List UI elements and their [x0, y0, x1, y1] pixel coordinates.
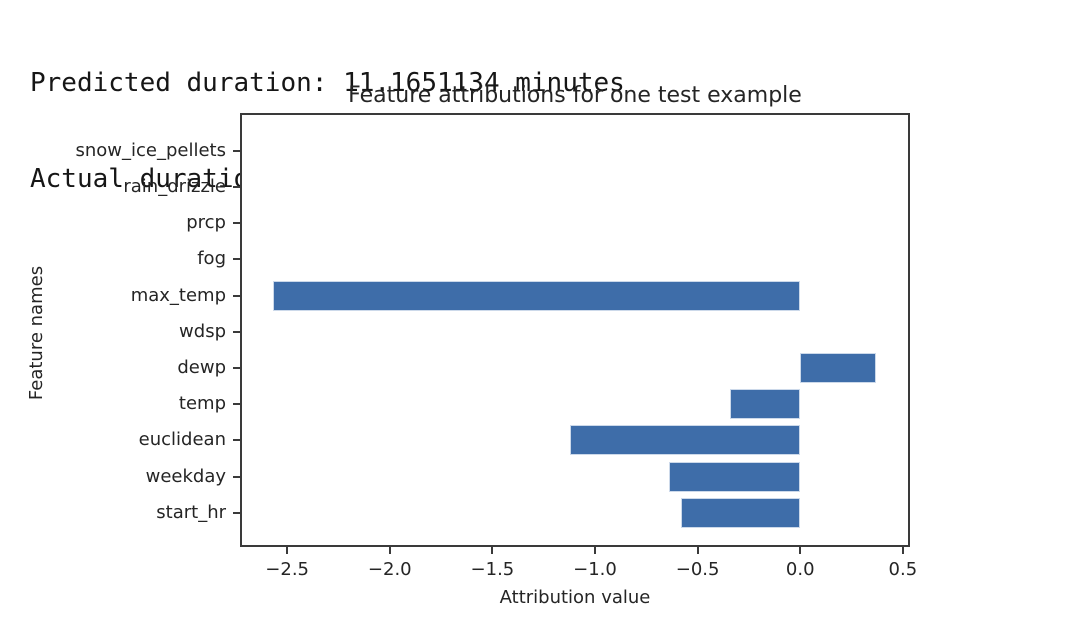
chart-title: Feature attributions for one test exampl… [348, 83, 802, 108]
y-tick-mark [233, 222, 240, 225]
y-tick-mark [233, 330, 240, 333]
y-tick-mark [233, 439, 240, 442]
bar-weekday [668, 461, 801, 492]
category-label-wdsp: wdsp [179, 320, 226, 342]
x-tick-mark [286, 547, 289, 554]
x-tick-label: 0.0 [785, 559, 815, 580]
bar-start_hr [681, 497, 801, 528]
category-label-start_hr: start_hr [156, 501, 226, 523]
x-tick-mark [388, 547, 391, 554]
y-tick-mark [233, 149, 240, 152]
x-tick-label: −2.0 [367, 559, 412, 580]
category-label-fog: fog [197, 248, 226, 270]
y-tick-mark [233, 366, 240, 369]
x-tick-mark [799, 547, 802, 554]
y-tick-mark [233, 511, 240, 514]
category-label-prcp: prcp [186, 212, 226, 234]
category-label-max_temp: max_temp [130, 284, 226, 306]
category-label-weekday: weekday [145, 465, 226, 487]
category-label-dewp: dewp [177, 356, 226, 378]
x-tick-mark [696, 547, 699, 554]
bar-dewp [800, 352, 877, 383]
y-tick-mark [233, 185, 240, 188]
x-tick-label: −0.5 [675, 559, 720, 580]
bar-temp [730, 389, 801, 420]
x-axis-label: Attribution value [499, 587, 651, 608]
y-tick-mark [233, 475, 240, 478]
category-label-euclidean: euclidean [138, 429, 226, 451]
y-tick-mark [233, 403, 240, 406]
x-tick-label: 0.5 [888, 559, 918, 580]
y-tick-mark [233, 258, 240, 261]
bar-max_temp [272, 280, 801, 311]
x-tick-mark [594, 547, 596, 554]
x-tick-mark [901, 547, 904, 554]
x-tick-label: −1.0 [573, 559, 617, 580]
x-tick-mark [491, 547, 494, 554]
category-label-rain_drizzle: rain_drizzle [123, 175, 226, 197]
category-label-snow_ice_pellets: snow_ice_pellets [75, 139, 226, 161]
plot-area [240, 113, 910, 547]
category-label-temp: temp [178, 393, 226, 415]
predicted-duration-line: Predicted duration: 11.1651134 minutes [30, 68, 625, 98]
x-tick-label: −1.5 [470, 559, 515, 580]
y-tick-mark [233, 294, 240, 297]
x-tick-label: −2.5 [265, 559, 309, 580]
bar-euclidean [570, 425, 801, 456]
